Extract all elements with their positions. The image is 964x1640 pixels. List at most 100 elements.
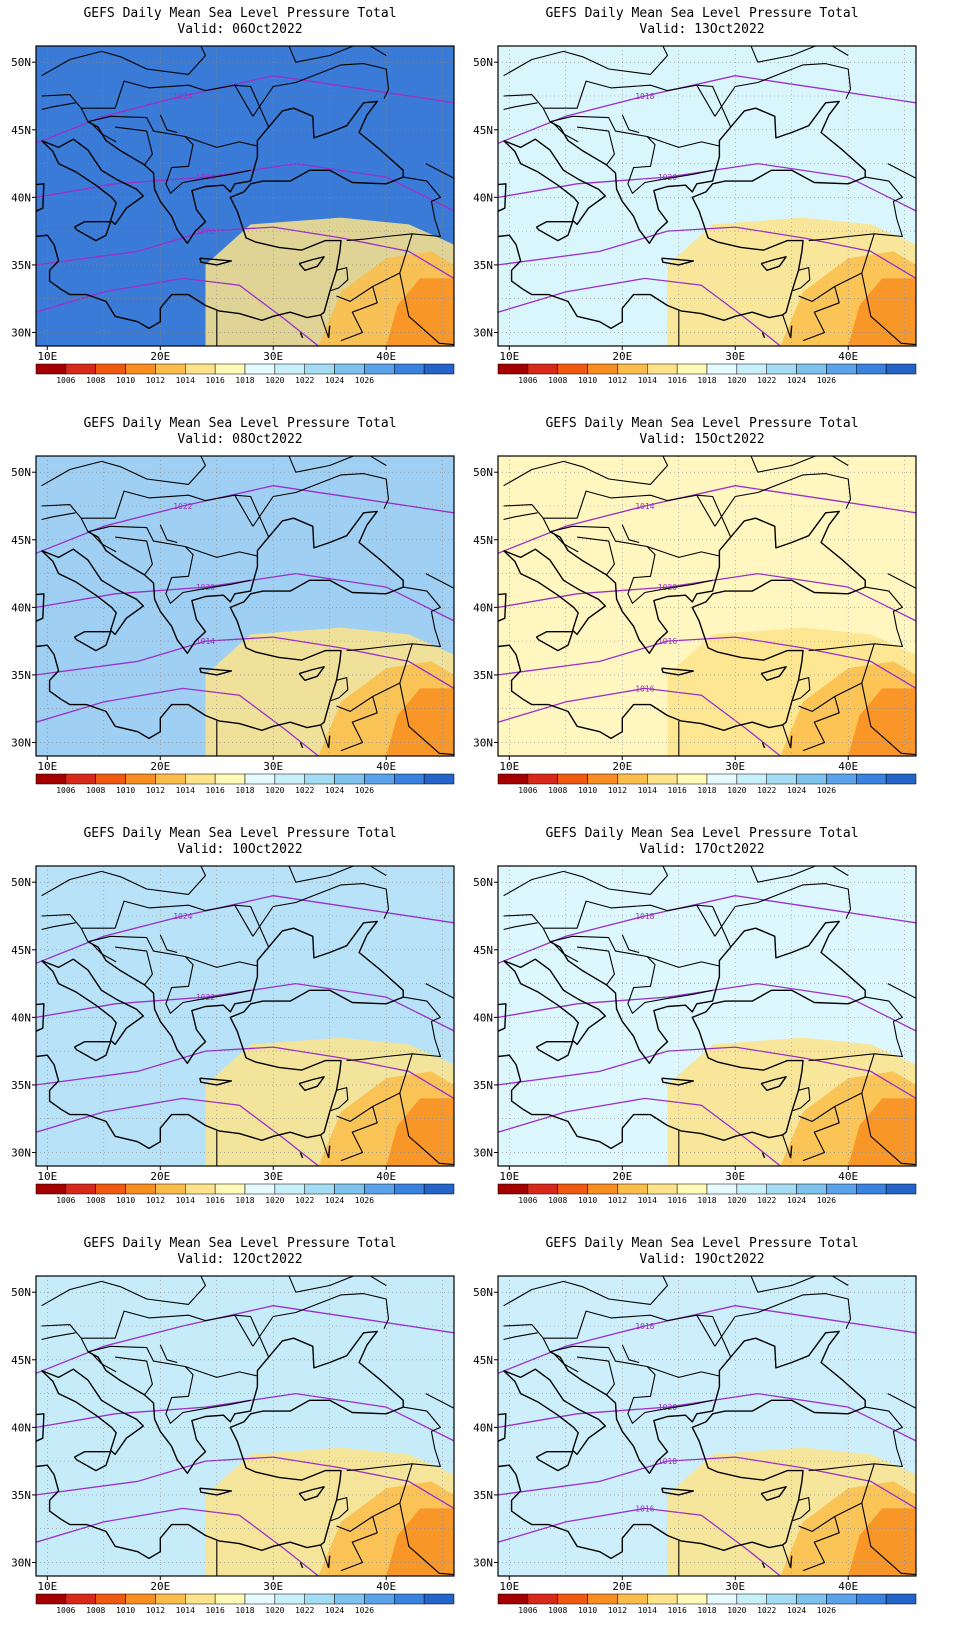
country-border [646, 1365, 720, 1378]
lat-tick-label: 45N [11, 534, 31, 547]
map-panel-12oct: GEFS Daily Mean Sea Level Pressure Total… [10, 1230, 470, 1638]
isobar-label: 1018 [635, 1322, 654, 1331]
coastline [327, 735, 331, 748]
colorbar-label: 1008 [548, 1606, 567, 1615]
country-border [714, 473, 852, 527]
colorbar-label: 1024 [787, 1606, 806, 1615]
coastline [298, 256, 325, 271]
isobar-contour [36, 1046, 454, 1099]
country-border [808, 586, 903, 652]
country-border [234, 84, 270, 128]
country-border [503, 1310, 716, 1347]
country-border [554, 1354, 579, 1373]
colorbar-swatch [364, 1183, 395, 1195]
colorbar-label: 1022 [757, 786, 776, 795]
coastline [789, 1145, 793, 1158]
coastline [463, 137, 470, 220]
lon-tick-label: 20E [612, 760, 632, 773]
coastline [41, 548, 144, 636]
map-plot-area [36, 1276, 454, 1576]
lon-tick-label: 10E [37, 350, 57, 363]
isobar-contour [498, 277, 781, 346]
pressure-map: 1018 1020 1018 1016 30N 35N 40N 45N 50N 10E 20E 30E… [473, 1275, 917, 1615]
isobar-contour [498, 1392, 916, 1442]
colorbar-swatch [885, 1183, 917, 1195]
colorbar-label: 1022 [295, 1606, 314, 1615]
country-border [41, 1276, 207, 1307]
country-border [542, 107, 713, 194]
colorbar-swatch [394, 773, 425, 785]
colorbar-label: 1008 [86, 1196, 105, 1205]
colorbar-swatch [95, 363, 126, 375]
colorbar-label: 1010 [578, 1196, 597, 1205]
lon-tick-label: 10E [499, 1170, 519, 1183]
colorbar-swatch [706, 1183, 738, 1195]
colorbar-label: 1016 [668, 786, 687, 795]
country-border [646, 955, 720, 968]
lat-tick-label: 35N [473, 259, 493, 272]
colorbar-swatch [527, 363, 558, 375]
isobar-label: 1016 [658, 637, 677, 646]
panel-valid-date: Valid: 06Oct2022 [177, 22, 303, 37]
lat-tick-label: 30N [11, 1556, 31, 1569]
isobar-label: 1018 [635, 92, 654, 101]
country-border [115, 536, 153, 576]
colorbar-swatch [796, 1183, 827, 1195]
country-border [503, 456, 669, 487]
panel-valid-date: Valid: 13Oct2022 [639, 22, 765, 37]
colorbar-swatch [304, 363, 335, 375]
map-frame [35, 455, 455, 757]
lat-tick-label: 50N [11, 56, 31, 69]
colorbar-label: 1016 [206, 376, 225, 385]
pressure-map: 1024 1022 30N 35N 40N 45N 50N 10E 20E 30E 40E 1006 1… [11, 865, 455, 1205]
country-border [340, 696, 378, 752]
colorbar-label: 1016 [668, 1606, 687, 1615]
colorbar-swatch [423, 363, 455, 375]
country-border [320, 1134, 330, 1159]
colorbar-swatch [497, 363, 529, 375]
panel-valid-date: Valid: 12Oct2022 [177, 1252, 303, 1267]
colorbar-swatch [35, 773, 67, 785]
colorbar-swatch [65, 773, 96, 785]
country-border [399, 682, 454, 756]
country-border [621, 114, 640, 134]
lat-tick-label: 45N [11, 944, 31, 957]
lon-tick-label: 20E [150, 1170, 170, 1183]
colorbar-label: 1020 [727, 786, 746, 795]
coastline [535, 221, 574, 242]
colorbar-label: 1020 [265, 1606, 284, 1615]
coastline [36, 1003, 45, 1032]
colorbar-swatch [676, 363, 708, 375]
colorbar-label: 1026 [355, 376, 374, 385]
country-border [159, 524, 178, 544]
map-panel-13oct: GEFS Daily Mean Sea Level Pressure Total… [472, 0, 932, 408]
coastline [73, 1451, 112, 1472]
colorbar-swatch [856, 363, 887, 375]
panel-valid-date: Valid: 19Oct2022 [639, 1252, 765, 1267]
country-border [696, 494, 732, 538]
lon-tick-label: 10E [37, 1170, 57, 1183]
colorbar-swatch [364, 1593, 395, 1605]
coastline [327, 1555, 331, 1568]
coastline [760, 1486, 787, 1501]
lat-tick-label: 50N [11, 876, 31, 889]
lon-tick-label: 30E [263, 350, 283, 363]
colorbar-swatch [587, 1593, 618, 1605]
colorbar-label: 1014 [176, 1196, 195, 1205]
colorbar-swatch [885, 773, 917, 785]
country-border [252, 1293, 390, 1347]
colorbar-swatch [856, 1593, 887, 1605]
lon-tick-label: 20E [612, 1170, 632, 1183]
country-border [159, 934, 178, 954]
coastline [299, 742, 304, 749]
pressure-shade-region [848, 1098, 916, 1166]
isobar-label: 1016 [635, 1504, 654, 1513]
colorbar-swatch [394, 363, 425, 375]
colorbar-label: 1010 [116, 376, 135, 385]
country-border [782, 1544, 792, 1569]
country-border [80, 107, 251, 194]
map-frame [35, 865, 455, 1167]
colorbar-swatch [95, 1593, 126, 1605]
country-border [621, 524, 640, 544]
colorbar-label: 1020 [265, 1196, 284, 1205]
